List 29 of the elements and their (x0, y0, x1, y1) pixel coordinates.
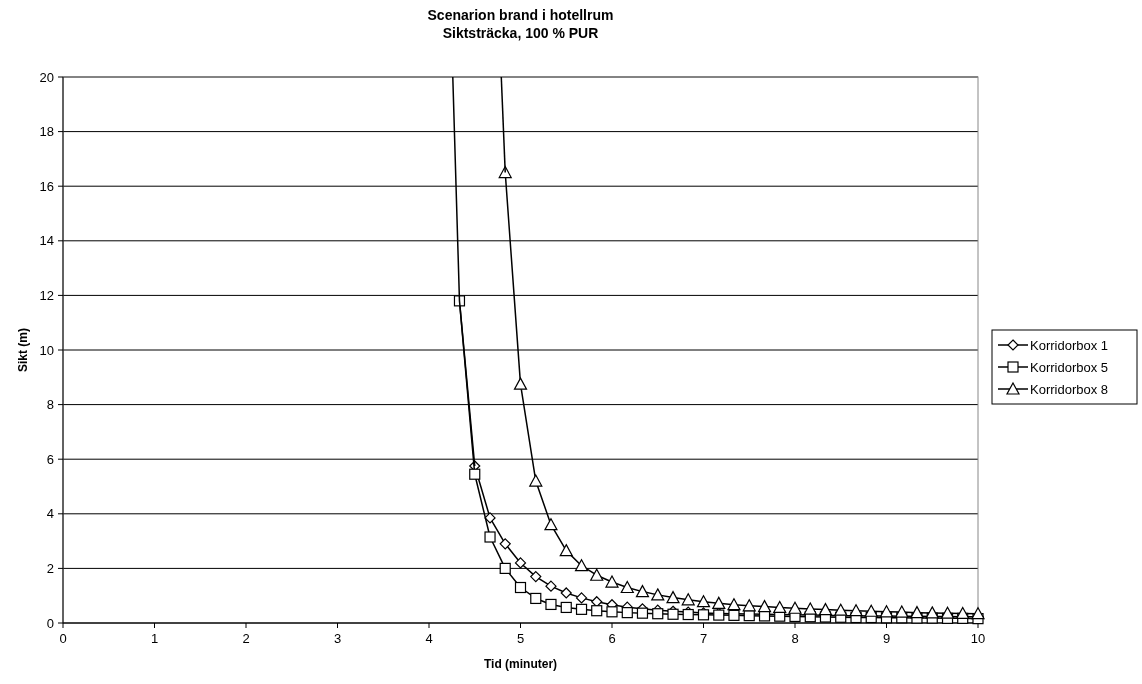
y-tick-label: 10 (39, 342, 54, 358)
y-tick-label: 8 (46, 397, 54, 413)
x-tick-label: 7 (699, 631, 708, 646)
y-tick-label: 14 (39, 233, 54, 249)
x-tick-label: 8 (791, 631, 799, 646)
x-tick-label: 5 (516, 631, 525, 646)
y-tick-label: 4 (46, 506, 54, 522)
chart-subtitle: Siktsträcka, 100 % PUR (442, 25, 599, 41)
x-tick-label: 6 (608, 631, 616, 646)
chart-title: Scenarion brand i hotellrum (427, 7, 614, 23)
x-tick-label: 3 (333, 631, 342, 646)
x-tick-label: 9 (882, 631, 891, 646)
y-tick-label: 20 (39, 69, 54, 85)
y-tick-label: 12 (39, 287, 54, 303)
x-tick-label: 4 (425, 631, 433, 646)
y-tick-label: 6 (46, 451, 54, 467)
legend-label: Korridorbox 1 (1030, 338, 1109, 353)
x-tick-label: 10 (970, 631, 986, 646)
y-tick-label: 16 (39, 178, 54, 194)
x-tick-label: 2 (242, 631, 250, 646)
legend-label: Korridorbox 5 (1030, 360, 1109, 375)
x-axis-title: Tid (minuter) (483, 657, 558, 671)
x-tick-label: 1 (150, 631, 159, 646)
y-axis-title: Sikt (m) (16, 327, 30, 373)
y-tick-label: 18 (39, 124, 54, 140)
x-tick-label: 0 (59, 631, 67, 646)
y-tick-label: 2 (46, 560, 54, 576)
y-tick-label: 0 (46, 615, 54, 631)
legend-label: Korridorbox 8 (1030, 382, 1109, 397)
